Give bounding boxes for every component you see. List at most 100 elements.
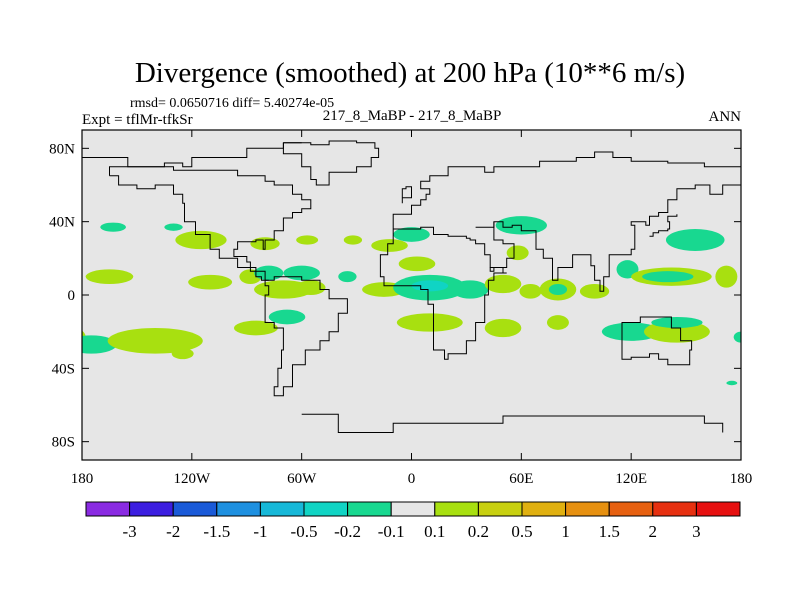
coastline-3 <box>264 276 348 397</box>
x-tick-label-3: 0 <box>408 471 416 487</box>
y-tick-label-2: 0 <box>68 288 76 304</box>
contour-blob-40 <box>484 318 522 338</box>
coastline-4 <box>379 226 507 360</box>
colorbar-label-13: 3 <box>692 522 701 541</box>
colorbar-box-4 <box>259 501 305 517</box>
colorbar-box-0 <box>85 501 131 517</box>
contour-blob-38 <box>268 309 306 325</box>
contour-blob-27 <box>548 284 568 295</box>
contour-blob-35 <box>107 328 203 354</box>
colorbar-box-3 <box>216 501 261 517</box>
coastline-1 <box>282 140 380 186</box>
stats-label: rmsd= 0.0650716 diff= 5.40274e-05 <box>130 96 334 111</box>
colorbar-label-8: 0.2 <box>468 522 489 541</box>
colorbar-label-0: -3 <box>123 522 137 541</box>
season-label: ANN <box>709 109 742 125</box>
coastline-8 <box>621 316 693 366</box>
coastline-11 <box>301 413 724 433</box>
contour-blob-5 <box>343 235 363 245</box>
colorbar-label-2: -1.5 <box>203 522 230 541</box>
contour-blob-29 <box>616 260 639 279</box>
contour-blob-25 <box>519 284 542 299</box>
contour-blob-2 <box>175 230 227 250</box>
colorbar-box-14 <box>695 501 741 517</box>
contour-blob-15 <box>254 265 284 281</box>
x-tick-label-1: 120W <box>173 471 211 487</box>
colorbar-label-1: -2 <box>166 522 180 541</box>
coastline-10 <box>401 186 412 204</box>
contour-blob-0 <box>100 222 126 232</box>
colorbar-labels: -3 -2 -1.5 -1 -0.5 -0.2 -0.1 0.1 0.2 0.5 1 1.5 2 3 <box>123 522 701 541</box>
contour-blob-23 <box>451 280 489 299</box>
coastlines <box>82 140 741 433</box>
experiment-label: Expt = tflMr-tfkSr <box>82 112 193 128</box>
contour-blob-18 <box>296 280 326 295</box>
contour-blob-36 <box>171 348 194 360</box>
divergence-contours <box>82 216 741 386</box>
contour-blob-28 <box>579 284 610 299</box>
case-label: 217_8_MaBP - 217_8_MaBP <box>323 108 502 124</box>
colorbar-label-6: -0.1 <box>378 522 405 541</box>
coastline-9 <box>649 214 678 237</box>
colorbar: -3 -2 -1.5 -1 -0.5 -0.2 -0.1 0.1 0.2 0.5 1 1.5 2 3 <box>85 501 741 541</box>
colorbar-box-11 <box>565 501 610 517</box>
colorbar-label-5: -0.2 <box>334 522 361 541</box>
contour-blob-8 <box>398 256 436 272</box>
y-axis-ticks: 80N 40N 0 40S 80S <box>49 141 741 451</box>
colorbar-label-11: 1.5 <box>599 522 620 541</box>
contour-blob-6 <box>371 239 408 252</box>
colorbar-box-7 <box>390 501 436 517</box>
colorbar-label-7: 0.1 <box>424 522 445 541</box>
x-tick-label-5: 120E <box>615 471 647 487</box>
contour-blob-46 <box>726 380 738 386</box>
x-tick-label-4: 60E <box>509 471 533 487</box>
chart-title: Divergence (smoothed) at 200 hPa (10**6 … <box>135 57 685 89</box>
contour-blob-32 <box>715 265 738 288</box>
coastline-5 <box>392 151 741 229</box>
y-tick-label-3: 40S <box>52 361 75 377</box>
contour-blob-37 <box>233 320 278 336</box>
coastline-2 <box>109 166 312 281</box>
colorbar-label-10: 1 <box>561 522 570 541</box>
colorbar-box-13 <box>652 501 697 517</box>
coastline-0 <box>82 142 302 168</box>
x-tick-label-6: 180 <box>730 471 753 487</box>
colorbar-box-1 <box>129 501 174 517</box>
y-tick-label-4: 80S <box>52 435 75 451</box>
contour-blob-39 <box>396 313 463 332</box>
colorbar-label-9: 0.5 <box>511 522 532 541</box>
colorbar-box-12 <box>608 501 654 517</box>
colorbar-label-4: -0.5 <box>291 522 318 541</box>
contour-blob-10 <box>506 245 529 261</box>
contour-blob-45 <box>733 331 741 343</box>
contour-blob-19 <box>338 271 357 283</box>
colorbar-box-6 <box>347 501 392 517</box>
contour-blob-1 <box>164 223 183 231</box>
y-tick-label-0: 80N <box>49 141 75 157</box>
coastline-6 <box>475 175 741 292</box>
contour-blob-12 <box>85 269 134 284</box>
colorbar-boxes <box>85 501 741 517</box>
contour-blob-11 <box>665 229 725 251</box>
colorbar-box-5 <box>303 501 349 517</box>
colorbar-label-3: -1 <box>253 522 267 541</box>
contour-blob-42 <box>601 322 661 341</box>
colorbar-box-8 <box>434 501 479 517</box>
contour-blob-13 <box>188 274 233 290</box>
contour-blob-24 <box>484 274 522 294</box>
contour-blob-44 <box>651 317 703 328</box>
contour-blob-31 <box>642 271 694 283</box>
map-panel: 180 120W 60W 0 60E 120E 180 80N 40N 0 40S 80S <box>49 129 753 487</box>
contour-blob-41 <box>546 315 569 330</box>
x-tick-label-0: 180 <box>71 471 94 487</box>
coastline-7 <box>489 221 515 272</box>
colorbar-box-9 <box>477 501 523 517</box>
colorbar-label-12: 2 <box>649 522 658 541</box>
x-tick-label-2: 60W <box>287 471 317 487</box>
y-tick-label-1: 40N <box>49 215 75 231</box>
colorbar-box-2 <box>172 501 218 517</box>
contour-blob-7 <box>393 227 430 242</box>
contour-blob-4 <box>296 235 319 245</box>
colorbar-box-10 <box>521 501 567 517</box>
